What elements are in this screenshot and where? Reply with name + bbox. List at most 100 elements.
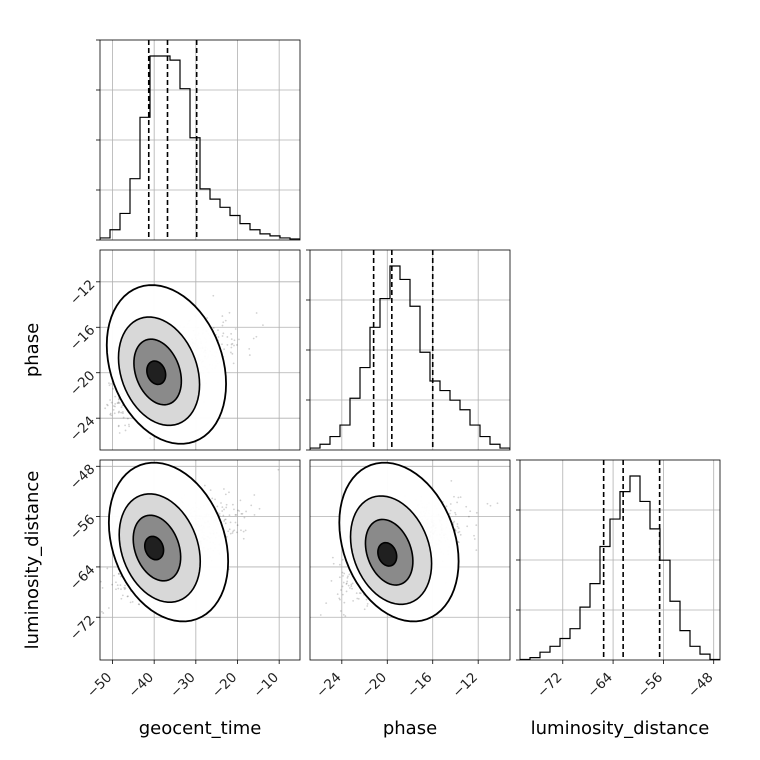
sample-point [217, 336, 220, 338]
sample-point [459, 496, 462, 499]
sample-point [350, 585, 353, 588]
sample-point [342, 574, 344, 577]
sample-point [124, 584, 126, 587]
sample-point [350, 583, 353, 586]
sample-point [108, 384, 111, 387]
sample-point [209, 489, 212, 492]
sample-point [241, 512, 244, 515]
sample-point [203, 484, 206, 487]
sample-point [129, 455, 131, 457]
xtick-label: −56 [635, 670, 666, 701]
sample-point [456, 501, 459, 504]
ytick-label: −20 [67, 368, 98, 399]
sample-point [338, 576, 341, 579]
sample-point [224, 319, 227, 322]
xlabel-phase: phase [383, 718, 437, 739]
sample-point [138, 603, 141, 606]
sample-point [452, 521, 455, 524]
sample-point [345, 590, 348, 593]
panel-luminosity_distance-hist: −72 −64 −56 −48 [516, 459, 721, 701]
sample-point [120, 588, 122, 591]
sample-point [345, 582, 348, 585]
xtick-label: −20 [359, 670, 390, 701]
sample-point [223, 518, 226, 521]
panel-phase-hist [306, 249, 511, 451]
sample-point [458, 530, 461, 533]
sample-point [228, 514, 231, 517]
sample-point [242, 530, 245, 533]
sample-point [221, 315, 224, 317]
histogram-step-luminosity_distance [520, 475, 720, 660]
sample-point [341, 593, 344, 596]
sample-point [262, 324, 264, 327]
sample-point [124, 587, 127, 590]
sample-point [352, 599, 355, 602]
sample-point [124, 429, 127, 432]
panel-geocent_time-vs-luminosity_distance: −50 −40 −30 −20 −10 −72 −64 −56 −48 [67, 459, 301, 701]
panel-frame [309, 459, 511, 661]
sample-point [117, 401, 120, 404]
xtick-label: −12 [450, 670, 481, 701]
sample-point [149, 437, 152, 440]
sample-point [113, 412, 116, 415]
sample-point [112, 387, 114, 390]
sample-point [456, 523, 459, 525]
xtick-label: −10 [251, 670, 282, 701]
sample-point [332, 562, 335, 565]
sample-point [117, 424, 120, 427]
sample-point [234, 513, 237, 516]
sample-point [355, 592, 358, 595]
sample-point [131, 600, 134, 603]
ytick-label: −16 [67, 322, 98, 353]
sample-point [454, 511, 456, 514]
sample-point [120, 597, 123, 600]
sample-point [242, 537, 245, 540]
sample-point [230, 338, 233, 341]
sample-point [106, 404, 109, 407]
sample-point [102, 612, 105, 614]
sample-point [248, 347, 251, 350]
sample-point [119, 575, 122, 578]
sample-point [238, 338, 240, 341]
panel-frame [99, 459, 301, 661]
contour-level-3 [143, 535, 165, 561]
sample-point [358, 592, 361, 594]
sample-point [233, 529, 236, 532]
sample-point [222, 321, 225, 324]
sample-point [218, 513, 221, 515]
ytick-label: −72 [67, 612, 98, 643]
sample-point [244, 529, 247, 532]
sample-point [118, 402, 121, 404]
sample-point [79, 410, 81, 412]
xtick-label: −50 [84, 670, 115, 701]
sample-point [231, 503, 234, 506]
sample-point [235, 531, 238, 534]
sample-point [248, 354, 251, 356]
sample-point [114, 405, 116, 408]
sample-point [222, 514, 225, 517]
xtick-label: −72 [534, 670, 565, 701]
sample-point [97, 578, 99, 580]
sample-point [250, 504, 253, 507]
sample-point [117, 402, 120, 405]
sample-point [230, 343, 233, 346]
sample-point [228, 311, 231, 314]
sample-point [359, 592, 362, 595]
sample-point [343, 601, 346, 604]
sample-point [253, 494, 256, 496]
sample-point [110, 414, 113, 417]
sample-point [357, 597, 360, 600]
sample-point [117, 425, 120, 428]
sample-point [120, 406, 123, 409]
sample-point [351, 582, 354, 585]
sample-point [348, 587, 351, 589]
sample-point [211, 497, 214, 500]
sample-point [255, 335, 258, 338]
xtick-label: −30 [167, 670, 198, 701]
sample-point [237, 509, 239, 512]
sample-point [129, 601, 132, 604]
sample-point [112, 405, 115, 407]
panel-phase-vs-luminosity_distance: −24 −20 −16 −12 [309, 459, 511, 701]
sample-point [347, 575, 349, 578]
sample-point [319, 614, 322, 616]
